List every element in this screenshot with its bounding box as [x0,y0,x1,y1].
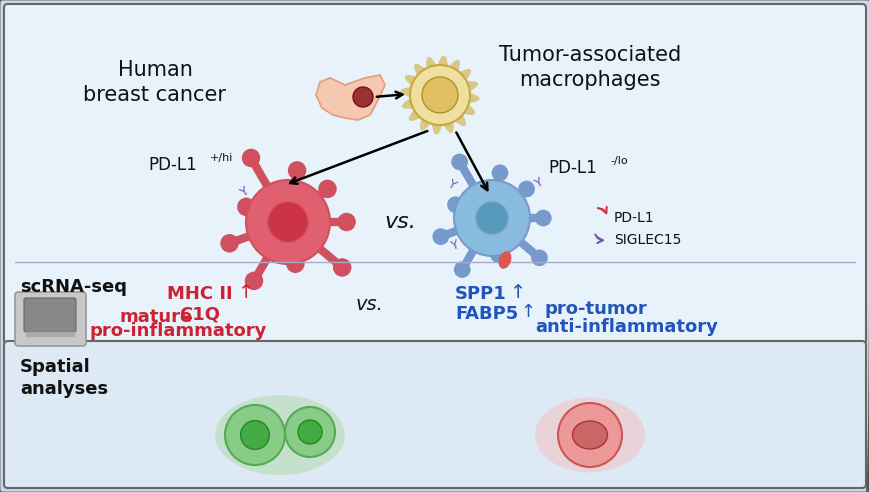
Circle shape [409,65,469,125]
Circle shape [353,87,373,107]
Text: SIGLEC15: SIGLEC15 [614,233,680,247]
Circle shape [447,196,463,213]
Text: SPP1: SPP1 [454,285,506,303]
Circle shape [298,420,322,444]
Text: Y: Y [533,176,546,190]
Circle shape [288,161,306,180]
Polygon shape [315,75,385,120]
Text: Y: Y [448,238,461,252]
Text: Y: Y [445,178,458,192]
Circle shape [333,258,351,277]
Circle shape [225,405,285,465]
Circle shape [451,154,468,170]
Circle shape [530,249,547,266]
Circle shape [534,210,551,226]
FancyBboxPatch shape [15,292,86,346]
Circle shape [432,228,448,245]
Text: Human
breast cancer: Human breast cancer [83,60,226,105]
Text: PD-L1: PD-L1 [547,159,596,177]
Circle shape [285,407,335,457]
Circle shape [475,202,507,234]
Text: C1Q: C1Q [179,306,220,324]
Text: anti-inflammatory: anti-inflammatory [534,318,717,336]
FancyBboxPatch shape [24,298,76,332]
Circle shape [454,261,470,278]
Circle shape [337,213,355,231]
Text: ↑: ↑ [520,303,534,321]
Circle shape [489,246,507,263]
Text: Tumor-associated
macrophages: Tumor-associated macrophages [498,45,680,90]
Text: PD-L1: PD-L1 [614,211,653,225]
Text: ↑: ↑ [509,283,526,302]
Circle shape [454,180,529,256]
Text: vs.: vs. [355,296,383,314]
FancyBboxPatch shape [4,341,865,488]
Circle shape [237,198,255,216]
Text: PD-L1: PD-L1 [148,156,196,174]
Text: MHC II: MHC II [167,285,233,303]
Circle shape [246,180,329,264]
Circle shape [286,254,304,273]
Circle shape [220,234,238,252]
Polygon shape [401,56,478,134]
Circle shape [241,421,269,449]
Ellipse shape [572,421,607,449]
FancyBboxPatch shape [4,4,865,344]
Circle shape [318,180,336,198]
Ellipse shape [215,395,345,475]
Text: Y: Y [238,184,251,200]
Circle shape [557,403,621,467]
Text: -/lo: -/lo [609,156,627,166]
Text: scRNA-seq: scRNA-seq [20,278,127,296]
Text: mature: mature [120,308,193,326]
Polygon shape [26,332,74,336]
Text: Spatial
analyses: Spatial analyses [20,358,108,398]
Circle shape [518,181,534,197]
Text: pro-inflammatory: pro-inflammatory [90,322,267,340]
Text: +/hi: +/hi [209,153,233,163]
Circle shape [268,202,308,242]
Text: ↑: ↑ [238,283,254,302]
Circle shape [491,164,507,181]
Circle shape [244,272,263,290]
Ellipse shape [498,251,511,269]
Text: vs.: vs. [383,212,415,232]
Text: FABP5: FABP5 [454,305,518,323]
Ellipse shape [534,398,644,472]
Text: pro-tumor: pro-tumor [544,300,647,318]
Circle shape [421,77,457,113]
Circle shape [242,149,260,167]
